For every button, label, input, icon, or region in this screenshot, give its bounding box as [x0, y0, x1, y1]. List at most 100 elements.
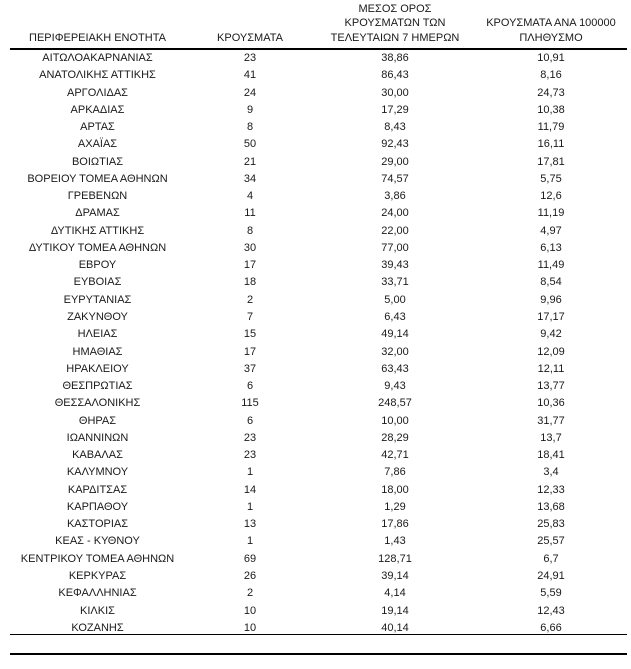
cases-cell: 37: [243, 362, 257, 375]
avg7-cell: 77,00: [381, 241, 409, 254]
per100k-cell: 12,11: [537, 362, 565, 375]
avg7-cell: 30,00: [381, 86, 409, 99]
cases-cell: 30: [243, 241, 257, 254]
region-cell: ΚΑΡΔΙΤΣΑΣ: [67, 483, 128, 496]
avg7-cell: 1,29: [384, 500, 406, 513]
table-row: ΚΟΖΑΝΗΣ 10 40,14 6,66: [10, 620, 627, 637]
per100k-cell: 6,13: [540, 241, 562, 254]
table-row: ΑΙΤΩΛΟΑΚΑΡΝΑΝΙΑΣ 23 38,86 10,91: [10, 49, 627, 67]
table-header: ΠΕΡΙΦΕΡΕΙΑΚΗ ΕΝΟΤΗΤΑ ΚΡΟΥΣΜΑΤΑ ΜΕΣΟΣ ΟΡΟ…: [10, 0, 627, 50]
cases-cell: 4: [246, 190, 254, 203]
cases-cell: 2: [246, 587, 254, 600]
footer-rule: [10, 653, 627, 655]
cases-cell: 26: [243, 569, 257, 582]
region-cell: ΑΡΚΑΔΙΑΣ: [70, 103, 125, 116]
cases-cell: 17: [243, 259, 257, 272]
cases-cell: 17: [243, 345, 257, 358]
table-row: ΚΑΒΑΛΑΣ 23 42,71 18,41: [10, 447, 627, 464]
table-row: ΑΧΑΪΑΣ 50 92,43 16,11: [10, 136, 627, 153]
per100k-cell: 13,77: [537, 380, 565, 393]
table-row: ΗΛΕΙΑΣ 15 49,14 9,42: [10, 326, 627, 343]
avg7-cell: 38,86: [381, 52, 409, 64]
table-row: ΚΕΡΚΥΡΑΣ 26 39,14 24,91: [10, 568, 627, 585]
cases-cell: 14: [243, 483, 257, 496]
table-row: ΚΑΣΤΟΡΙΑΣ 13 17,86 25,83: [10, 516, 627, 533]
table-row: ΑΡΚΑΔΙΑΣ 9 17,29 10,38: [10, 102, 627, 119]
per100k-cell: 17,17: [537, 310, 565, 323]
table-row: ΙΩΑΝΝΙΝΩΝ 23 28,29 13,7: [10, 430, 627, 447]
per100k-cell: 25,57: [537, 535, 565, 548]
cases-cell: 23: [243, 52, 257, 64]
region-cell: ΗΜΑΘΙΑΣ: [72, 345, 123, 358]
table-row: ΘΕΣΠΡΩΤΙΑΣ 6 9,43 13,77: [10, 378, 627, 395]
per100k-cell: 12,09: [537, 345, 565, 358]
avg7-cell: 7,86: [384, 466, 406, 479]
region-cell: ΘΗΡΑΣ: [78, 414, 117, 427]
per100k-cell: 6,7: [543, 552, 559, 565]
cases-cell: 115: [241, 397, 259, 410]
avg7-cell: 29,00: [381, 155, 409, 168]
region-cell: ΒΟΙΩΤΙΑΣ: [71, 155, 124, 168]
per100k-cell: 13,68: [537, 500, 565, 513]
region-cell: ΚΕΦΑΛΛΗΝΙΑΣ: [58, 587, 137, 600]
table-row: ΚΕΦΑΛΛΗΝΙΑΣ 2 4,14 5,59: [10, 585, 627, 602]
avg7-cell: 18,00: [381, 483, 409, 496]
avg7-cell: 6,43: [384, 310, 406, 323]
cases-cell: 18: [243, 276, 257, 289]
table-row: ΕΥΡΥΤΑΝΙΑΣ 2 5,00 9,96: [10, 292, 627, 309]
region-cell: ΚΕΡΚΥΡΑΣ: [68, 569, 127, 582]
table-row: ΚΙΛΚΙΣ 10 19,14 12,43: [10, 603, 627, 620]
regional-cases-table: ΠΕΡΙΦΕΡΕΙΑΚΗ ΕΝΟΤΗΤΑ ΚΡΟΥΣΜΑΤΑ ΜΕΣΟΣ ΟΡΟ…: [10, 0, 627, 637]
col-header-per100k-line1: ΚΡΟΥΣΜΑΤΑ ΑΝΑ 100000: [486, 17, 616, 30]
per100k-cell: 10,91: [537, 52, 565, 64]
per100k-cell: 10,38: [537, 103, 565, 116]
cases-cell: 1: [246, 466, 254, 479]
cases-cell: 1: [246, 500, 254, 513]
cases-cell: 9: [246, 103, 254, 116]
col-header-cases: ΚΡΟΥΣΜΑΤΑ: [185, 0, 315, 50]
table-header-row: ΠΕΡΙΦΕΡΕΙΑΚΗ ΕΝΟΤΗΤΑ ΚΡΟΥΣΜΑΤΑ ΜΕΣΟΣ ΟΡΟ…: [10, 0, 627, 50]
table-row: ΚΑΡΠΑΘΟΥ 1 1,29 13,68: [10, 499, 627, 516]
per100k-cell: 17,81: [537, 155, 565, 168]
table-row: ΕΒΡΟΥ 17 39,43 11,49: [10, 257, 627, 274]
region-cell: ΔΥΤΙΚΟΥ ΤΟΜΕΑ ΑΘΗΝΩΝ: [28, 241, 167, 254]
region-cell: ΕΥΒΟΙΑΣ: [73, 276, 122, 289]
cases-cell: 6: [246, 380, 254, 393]
region-cell: ΚΙΛΚΙΣ: [80, 604, 115, 617]
per100k-cell: 11,49: [537, 259, 565, 272]
per100k-cell: 9,42: [540, 328, 562, 341]
col-header-avg7-line1: ΜΕΣΟΣ ΟΡΟΣ: [358, 3, 432, 16]
per100k-cell: 5,59: [540, 587, 562, 600]
region-cell: ΚΑΛΥΜΝΟΥ: [66, 466, 129, 479]
table-row: ΚΑΛΥΜΝΟΥ 1 7,86 3,4: [10, 464, 627, 481]
avg7-cell: 32,00: [381, 345, 409, 358]
cases-cell: 15: [243, 328, 257, 341]
region-cell: ΑΝΑΤΟΛΙΚΗΣ ΑΤΤΙΚΗΣ: [39, 69, 156, 82]
table-row: ΑΝΑΤΟΛΙΚΗΣ ΑΤΤΙΚΗΣ 41 86,43 8,16: [10, 67, 627, 84]
region-cell: ΘΕΣΣΑΛΟΝΙΚΗΣ: [54, 397, 141, 410]
cases-cell: 10: [243, 604, 257, 617]
table-row: ΗΜΑΘΙΑΣ 17 32,00 12,09: [10, 344, 627, 361]
region-cell: ΚΕΝΤΡΙΚΟΥ ΤΟΜΕΑ ΑΘΗΝΩΝ: [20, 552, 175, 565]
avg7-cell: 9,43: [384, 380, 406, 393]
table-row: ΒΟΡΕΙΟΥ ΤΟΜΕΑ ΑΘΗΝΩΝ 34 74,57 5,75: [10, 171, 627, 188]
per100k-cell: 12,33: [537, 483, 565, 496]
per100k-cell: 12,43: [537, 604, 565, 617]
table-row: ΕΥΒΟΙΑΣ 18 33,71 8,54: [10, 274, 627, 291]
cases-cell: 41: [243, 69, 257, 82]
per100k-cell: 25,83: [537, 518, 565, 531]
region-cell: ΔΥΤΙΚΗΣ ΑΤΤΙΚΗΣ: [50, 224, 145, 237]
avg7-cell: 86,43: [381, 69, 409, 82]
region-cell: ΑΡΓΟΛΙΔΑΣ: [67, 86, 128, 99]
cases-cell: 8: [246, 224, 254, 237]
region-cell: ΕΥΡΥΤΑΝΙΑΣ: [63, 293, 132, 306]
per100k-cell: 12,6: [540, 190, 562, 203]
avg7-cell: 8,43: [384, 121, 406, 134]
avg7-cell: 1,43: [384, 535, 406, 548]
table-row: ΚΕΑΣ - ΚΥΘΝΟΥ 1 1,43 25,57: [10, 533, 627, 550]
avg7-cell: 49,14: [381, 328, 409, 341]
region-cell: ΑΡΤΑΣ: [80, 121, 115, 134]
region-cell: ΚΑΒΑΛΑΣ: [72, 449, 123, 462]
table-row: ΔΥΤΙΚΟΥ ΤΟΜΕΑ ΑΘΗΝΩΝ 30 77,00 6,13: [10, 240, 627, 257]
